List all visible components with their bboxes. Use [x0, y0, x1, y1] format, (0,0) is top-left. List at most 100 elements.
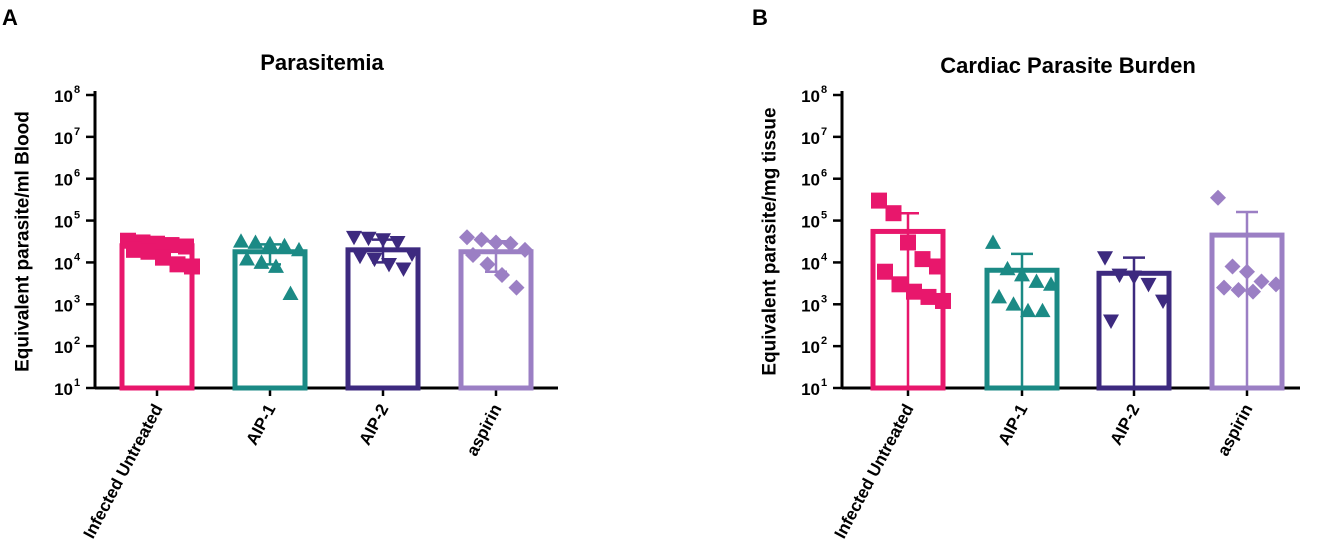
- data-point-infected-untreated: [906, 283, 922, 300]
- y-tick-exponent: 7: [821, 126, 827, 138]
- y-tick-exponent: 4: [74, 251, 81, 263]
- y-tick-label: 10: [54, 129, 73, 148]
- data-point-aspirin: [1268, 276, 1284, 293]
- data-point-aip-1: [1005, 296, 1022, 311]
- data-point-aip-1: [1028, 273, 1045, 288]
- data-point-aip-2: [352, 249, 368, 265]
- data-point-infected-untreated: [184, 258, 200, 275]
- data-point-aspirin: [517, 241, 533, 258]
- y-tick-exponent: 8: [74, 84, 80, 96]
- panel-letter: A: [2, 5, 18, 30]
- y-tick-label: 10: [801, 254, 820, 273]
- data-point-aspirin: [479, 256, 496, 273]
- data-point-aip-1: [991, 288, 1007, 304]
- chart-title: Parasitemia: [260, 50, 384, 75]
- chart-title: Cardiac Parasite Burden: [940, 53, 1196, 78]
- y-tick-exponent: 5: [74, 210, 80, 222]
- y-tick-exponent: 2: [821, 335, 827, 347]
- data-point-aspirin: [488, 234, 504, 251]
- data-point-infected-untreated: [891, 276, 908, 293]
- data-point-aspirin: [1216, 279, 1232, 296]
- data-point-infected-untreated: [163, 237, 180, 254]
- data-point-aip-2: [1155, 294, 1171, 309]
- data-point-aip-2: [1126, 270, 1142, 285]
- y-tick-exponent: 3: [821, 293, 827, 305]
- data-point-aspirin: [1230, 281, 1247, 298]
- x-tick-label-aip-1: AIP-1: [242, 401, 279, 448]
- x-tick-label-aip-1: AIP-1: [994, 401, 1031, 448]
- data-point-aip-1: [282, 285, 299, 301]
- data-point-aip-1: [1020, 302, 1036, 318]
- y-tick-exponent: 7: [74, 126, 80, 138]
- y-tick-exponent: 2: [74, 335, 80, 347]
- data-point-aip-2: [381, 257, 397, 273]
- data-point-infected-untreated: [900, 234, 916, 251]
- data-point-infected-untreated: [178, 238, 194, 255]
- y-tick-label: 10: [801, 129, 820, 148]
- y-tick-label: 10: [54, 296, 73, 315]
- y-tick-label: 10: [54, 213, 73, 232]
- data-point-aip-2: [375, 233, 391, 248]
- data-point-aip-1: [253, 254, 270, 269]
- x-tick-label-aspirin: aspirin: [463, 401, 506, 459]
- data-point-aip-2: [395, 262, 412, 277]
- y-tick-label: 10: [54, 338, 73, 357]
- data-point-infected-untreated: [155, 249, 171, 266]
- data-point-aspirin: [459, 229, 475, 246]
- y-axis-label: Equivalent parasite/mg tissue: [760, 107, 781, 375]
- data-point-aip-1: [1014, 267, 1030, 282]
- data-point-aspirin: [494, 267, 510, 284]
- bar-aip-2: [345, 247, 421, 391]
- data-point-aip-2: [346, 230, 362, 246]
- y-tick-label: 10: [801, 338, 820, 357]
- data-point-aip-2: [404, 247, 420, 262]
- y-tick-label: 10: [54, 87, 73, 106]
- data-point-aip-2: [1111, 268, 1128, 284]
- x-tick-label-aspirin: aspirin: [1214, 401, 1257, 459]
- data-point-infected-untreated: [169, 256, 186, 273]
- data-point-aspirin: [502, 235, 519, 252]
- data-point-infected-untreated: [871, 192, 887, 209]
- y-tick-label: 10: [801, 171, 820, 190]
- y-tick-label: 10: [54, 254, 73, 273]
- data-point-aip-1: [999, 260, 1016, 276]
- data-point-infected-untreated: [877, 263, 893, 280]
- data-point-aip-1: [1043, 276, 1059, 291]
- data-point-infected-untreated: [920, 288, 937, 305]
- data-point-infected-untreated: [929, 258, 945, 275]
- y-tick-exponent: 4: [821, 251, 828, 263]
- panel-b: B Cardiac Parasite Burden Equivalent paras…: [752, 5, 1300, 542]
- y-tick-exponent: 6: [74, 168, 80, 180]
- data-point-aspirin: [508, 279, 525, 296]
- data-point-infected-untreated: [914, 251, 931, 268]
- y-tick-exponent: 3: [74, 293, 80, 305]
- data-point-aip-1: [247, 234, 264, 249]
- data-point-aip-2: [1103, 314, 1119, 329]
- data-point-aip-1: [268, 258, 284, 273]
- data-point-infected-untreated: [935, 292, 951, 309]
- data-point-aip-1: [239, 251, 255, 266]
- panel-letter: B: [752, 5, 768, 30]
- x-tick-label-aip-2: AIP-2: [355, 401, 392, 448]
- y-tick-label: 10: [801, 213, 820, 232]
- data-point-aip-1: [985, 234, 1001, 249]
- y-tick-exponent: 5: [821, 210, 827, 222]
- y-tick-exponent: 8: [821, 84, 827, 96]
- x-tick-label-infected-untreated: Infected Untreated: [80, 401, 167, 542]
- data-point-aip-2: [1097, 251, 1113, 266]
- data-point-aip-1: [1034, 302, 1051, 318]
- data-point-aspirin: [1253, 273, 1270, 290]
- data-point-aspirin: [1224, 258, 1241, 275]
- data-point-aspirin: [465, 247, 481, 264]
- data-point-aip-2: [389, 236, 406, 251]
- data-point-aspirin: [473, 231, 490, 248]
- data-point-aip-1: [262, 235, 278, 251]
- x-tick-label-infected-untreated: Infected Untreated: [831, 401, 918, 542]
- data-point-aspirin: [1245, 283, 1261, 300]
- data-point-aip-2: [360, 231, 377, 247]
- y-axis-label: Equivalent parasite/ml Blood: [13, 111, 34, 372]
- data-point-aip-2: [1140, 277, 1157, 293]
- data-point-aspirin: [1210, 189, 1226, 206]
- y-tick-label: 10: [54, 171, 73, 190]
- data-point-infected-untreated: [140, 243, 157, 260]
